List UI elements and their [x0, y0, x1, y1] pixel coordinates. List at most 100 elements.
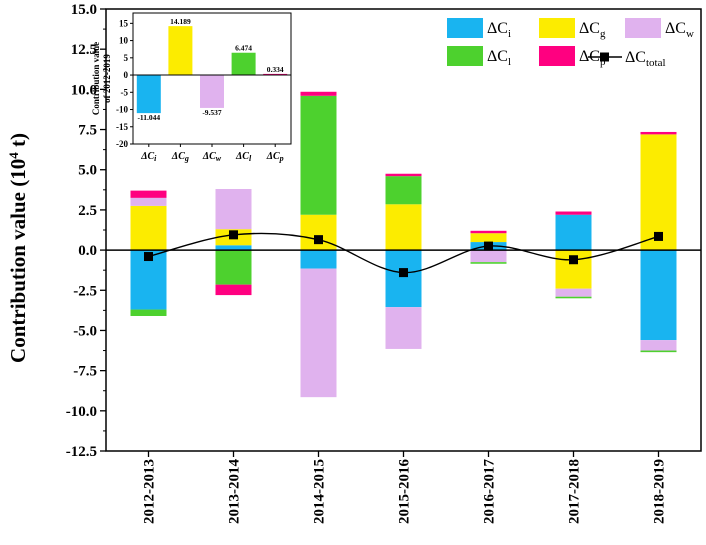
bar-p-2014-2015 — [300, 91, 337, 96]
legend-label-total: ΔCtotal — [625, 49, 666, 69]
total-point-2017-2018 — [569, 255, 578, 265]
inset-x-tick-sub: g — [184, 154, 189, 163]
total-point-2012-2013 — [144, 252, 153, 262]
inset-plot: -11.044 14.189 -9.537 6.474 0.334 15 10 5 0 -5 -10… — [91, 12, 292, 163]
inset-x-tick-main: ΔC — [235, 151, 249, 162]
inset-x-tick-label-p: ΔCp — [266, 151, 284, 163]
inset-x-tick-sub: l — [249, 154, 252, 163]
bar-l-2014-2015 — [300, 95, 337, 215]
inset-y-tick-label: 5 — [124, 53, 129, 63]
legend-label-sub: l — [508, 56, 511, 68]
bar-i-2018-2019 — [640, 250, 677, 341]
y-tick-label: -5.0 — [73, 323, 97, 339]
y-tick-label: 15.0 — [71, 2, 97, 18]
bar-g-2012-2013 — [130, 205, 167, 251]
bar-g-2016-2017 — [470, 233, 507, 243]
inset-y-tick-label: 10 — [119, 36, 129, 46]
x-tick-label: 2012-2013 — [142, 459, 158, 524]
legend-label-i: ΔCi — [487, 20, 511, 40]
bar-l-2018-2019 — [640, 350, 677, 353]
legend-label-sub: g — [600, 28, 606, 40]
y-tick-label: -2.5 — [73, 283, 97, 299]
y-tick-label: 10.0 — [71, 82, 97, 98]
bar-g-2014-2015 — [300, 214, 337, 251]
legend-swatch-g — [539, 18, 575, 38]
inset-x-tick-label-g: ΔCg — [171, 151, 189, 163]
y-tick-label: 2.5 — [78, 203, 97, 219]
y-axis-title: Contribution value (104 t) — [6, 133, 30, 363]
bar-p-2012-2013 — [130, 190, 167, 198]
x-tick-label: 2018-2019 — [652, 459, 668, 524]
legend-label-l: ΔCl — [487, 48, 511, 68]
legend-swatch-w — [625, 18, 661, 38]
bar-l-2015-2016 — [385, 176, 422, 205]
bar-w-2014-2015 — [300, 268, 337, 398]
y-axis-title-unit: t) — [6, 133, 30, 152]
bar-p-2017-2018 — [555, 211, 592, 215]
bar-l-2017-2018 — [555, 296, 592, 299]
y-tick-label: 0.0 — [78, 243, 97, 259]
x-tick-label: 2014-2015 — [312, 459, 328, 524]
inset-bar-l — [231, 52, 256, 76]
bar-w-2018-2019 — [640, 340, 677, 351]
inset-x-tick-main: ΔC — [140, 151, 154, 162]
inset-bar-i — [136, 75, 161, 114]
bar-i-2014-2015 — [300, 250, 337, 269]
bar-w-2012-2013 — [130, 197, 167, 206]
bar-l-2016-2017 — [470, 262, 507, 264]
inset-y-title: Contribution valueof 2012-2019 — [91, 42, 112, 115]
inset-x-tick-main: ΔC — [266, 151, 280, 162]
inset-bar-p — [263, 73, 288, 76]
legend-marker-total — [600, 52, 609, 62]
inset-value-label-p: 0.334 — [267, 65, 284, 74]
legend-label-w: ΔCw — [665, 20, 694, 40]
legend-label-g: ΔCg — [579, 20, 606, 40]
inset-value-label-i: -11.044 — [137, 113, 160, 122]
inset-value-label-g: 14.189 — [170, 17, 191, 26]
x-tick-label: 2013-2014 — [227, 459, 243, 524]
inset-x-tick-main: ΔC — [171, 151, 185, 162]
bar-l-2013-2014 — [215, 250, 252, 285]
y-tick-label: -12.5 — [66, 444, 97, 460]
y-tick-label: -7.5 — [73, 364, 97, 380]
inset-x-tick-sub: i — [154, 154, 157, 163]
y-tick-label: 5.0 — [78, 163, 97, 179]
legend-label-main: ΔC — [579, 20, 600, 37]
bar-p-2016-2017 — [470, 230, 507, 234]
y-axis-title-exponent: 4 — [6, 152, 21, 159]
total-point-2015-2016 — [399, 268, 408, 278]
inset-x-tick-main: ΔC — [202, 151, 216, 162]
y-axis-title-main: Contribution value (10 — [6, 159, 30, 363]
bar-p-2018-2019 — [640, 131, 677, 135]
inset-x-tick-label-l: ΔCl — [235, 151, 252, 163]
legend-label-sub: w — [686, 28, 694, 40]
inset-y-tick-label: 0 — [124, 70, 129, 80]
total-point-2016-2017 — [484, 241, 493, 251]
main-plot: 15.0 12.5 10.0 7.5 5.0 2.5 0.0 -2.5 -5.0 -7.5 -10.… — [6, 2, 702, 524]
legend-label-main: ΔC — [487, 48, 508, 65]
inset-y-title-line1: Contribution value — [91, 42, 101, 115]
x-tick-label: 2017-2018 — [567, 459, 583, 524]
bar-i-2017-2018 — [555, 214, 592, 251]
inset-x-tick-sub: w — [216, 154, 222, 163]
bar-l-2012-2013 — [130, 309, 167, 316]
legend-swatch-l — [447, 46, 483, 66]
legend-label-main: ΔC — [665, 20, 686, 37]
inset-bar-g — [168, 26, 193, 76]
x-tick-label: 2016-2017 — [482, 459, 498, 524]
bar-g-2018-2019 — [640, 134, 677, 251]
x-tick-label: 2015-2016 — [397, 459, 413, 524]
y-tick-label: -10.0 — [66, 404, 97, 420]
bar-w-2015-2016 — [385, 307, 422, 349]
bar-p-2013-2014 — [215, 284, 252, 296]
total-point-2018-2019 — [654, 231, 663, 241]
bar-i-2013-2014 — [215, 245, 252, 251]
y-tick-label: 12.5 — [71, 42, 97, 58]
legend-label-main: ΔC — [487, 20, 508, 37]
inset-y-tick-label: -10 — [116, 105, 128, 115]
legend-label-main: ΔC — [625, 49, 646, 66]
inset-bar-w — [200, 75, 224, 108]
legend-label-sub: total — [646, 57, 666, 69]
